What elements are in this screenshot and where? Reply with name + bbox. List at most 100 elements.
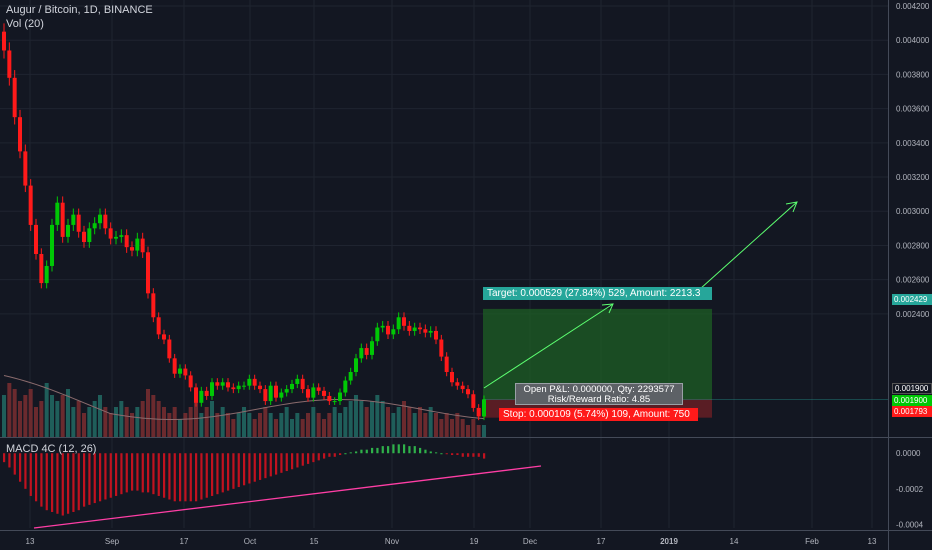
candle-body: [167, 339, 172, 359]
macd-histogram-bar: [355, 451, 358, 454]
volume-bar: [167, 413, 172, 437]
volume-bar: [450, 419, 454, 437]
macd-histogram-bar: [419, 447, 422, 454]
candle-body: [407, 325, 412, 331]
macd-histogram-bar: [269, 453, 272, 477]
macd-histogram-bar: [291, 453, 294, 470]
macd-histogram-bar: [323, 453, 326, 459]
pnl-box[interactable]: Open P&L: 0.000000, Qty: 2293577 Risk/Re…: [515, 383, 683, 405]
candle-body: [268, 385, 273, 402]
volume-bar: [316, 413, 321, 437]
volume-bar: [71, 407, 76, 437]
macd-histogram-bar: [51, 453, 54, 512]
macd-histogram-bar: [67, 453, 70, 514]
macd-histogram-bar: [360, 449, 363, 454]
macd-histogram-bar: [35, 453, 38, 502]
candle-body: [386, 325, 390, 335]
time-tick-label: Dec: [523, 537, 537, 546]
price-tick-label: 0.002600: [896, 276, 930, 285]
symbol-title[interactable]: Augur / Bitcoin, 1D, BINANCE: [6, 4, 153, 16]
candle-body: [76, 214, 81, 232]
time-tick-label: Nov: [385, 537, 399, 546]
volume-bar: [263, 407, 268, 437]
macd-indicator-label[interactable]: MACD 4C (12, 26): [6, 443, 97, 455]
price-tag-stop: 0.001793: [892, 406, 932, 417]
candle-body: [87, 228, 92, 243]
macd-histogram-bar: [61, 453, 64, 516]
volume-bar: [407, 407, 412, 437]
trend-arrow-1-head: [601, 303, 614, 314]
volume-bar: [471, 419, 476, 437]
volume-indicator-label[interactable]: Vol (20): [6, 18, 44, 30]
candle-body: [18, 117, 22, 152]
price-tick-label: 0.003000: [896, 207, 930, 216]
macd-histogram-bar: [147, 453, 150, 493]
volume-bar: [343, 407, 348, 437]
volume-bar: [242, 407, 246, 437]
time-tick-label: Feb: [805, 537, 819, 546]
macd-histogram-bar: [328, 453, 331, 457]
volume-bar: [114, 407, 118, 437]
macd-histogram-bar: [168, 453, 171, 500]
candle-body: [236, 385, 241, 390]
candle-body: [28, 185, 33, 225]
candle-body: [300, 378, 305, 390]
volume-bar: [183, 413, 188, 437]
volume-bar: [290, 419, 294, 437]
candle-body: [450, 372, 454, 383]
volume-bar: [466, 425, 470, 437]
candle-body: [204, 390, 209, 396]
macd-trendline: [33, 465, 542, 529]
stop-label[interactable]: Stop: 0.000109 (5.74%) 109, Amount: 750: [499, 408, 698, 421]
candle-body: [306, 389, 310, 398]
volume-bar: [236, 413, 241, 437]
macd-histogram-bar: [456, 453, 459, 456]
price-tag-target: 0.002429: [892, 294, 932, 305]
volume-bar: [7, 383, 12, 437]
price-tick-label: 0.004200: [896, 2, 930, 11]
trend-arrow-2: [699, 201, 798, 290]
candle-body: [231, 387, 236, 390]
macd-tick-label: 0.0000: [896, 449, 921, 458]
macd-histogram-bar: [253, 453, 256, 482]
risk-reward-text: Risk/Reward Ratio: 4.85: [547, 394, 651, 405]
target-label[interactable]: Target: 0.000529 (27.84%) 529, Amount: 2…: [483, 287, 712, 300]
price-tick-label: 0.003600: [896, 105, 930, 114]
macd-histogram-bar: [307, 453, 310, 464]
candle-body: [66, 224, 70, 237]
candle-body: [114, 236, 118, 239]
volume-bar: [284, 407, 289, 437]
macd-histogram-bar: [205, 453, 208, 498]
volume-bar: [82, 413, 86, 437]
macd-histogram-bar: [83, 453, 86, 507]
volume-bar: [402, 401, 406, 437]
volume-bar: [119, 401, 124, 437]
macd-histogram-bar: [104, 453, 107, 500]
candle-body: [215, 382, 220, 386]
volume-bar: [18, 401, 22, 437]
candle-body: [338, 392, 342, 402]
macd-histogram-bar: [152, 453, 155, 495]
volume-bar: [124, 407, 129, 437]
macd-histogram-bar: [173, 453, 176, 502]
volume-ma-line: [3, 375, 485, 420]
macd-histogram-bar: [115, 453, 118, 496]
macd-histogram-bar: [56, 453, 59, 514]
volume-bar: [482, 425, 486, 437]
macd-histogram-bar: [296, 453, 299, 468]
candle-body: [199, 390, 204, 403]
candle-body: [44, 265, 49, 284]
price-tick-label: 0.002800: [896, 241, 930, 250]
candle-body: [39, 253, 44, 284]
macd-histogram-bar: [243, 453, 246, 486]
macd-histogram-bar: [237, 453, 240, 488]
candle-body: [151, 293, 156, 318]
price-tag-entry: 0.001900: [892, 395, 932, 406]
candle-body: [316, 387, 321, 391]
macd-histogram-bar: [227, 453, 230, 491]
volume-bar: [247, 413, 252, 437]
candle-body: [55, 202, 60, 225]
candle-body: [194, 387, 198, 403]
candle-body: [375, 327, 380, 342]
